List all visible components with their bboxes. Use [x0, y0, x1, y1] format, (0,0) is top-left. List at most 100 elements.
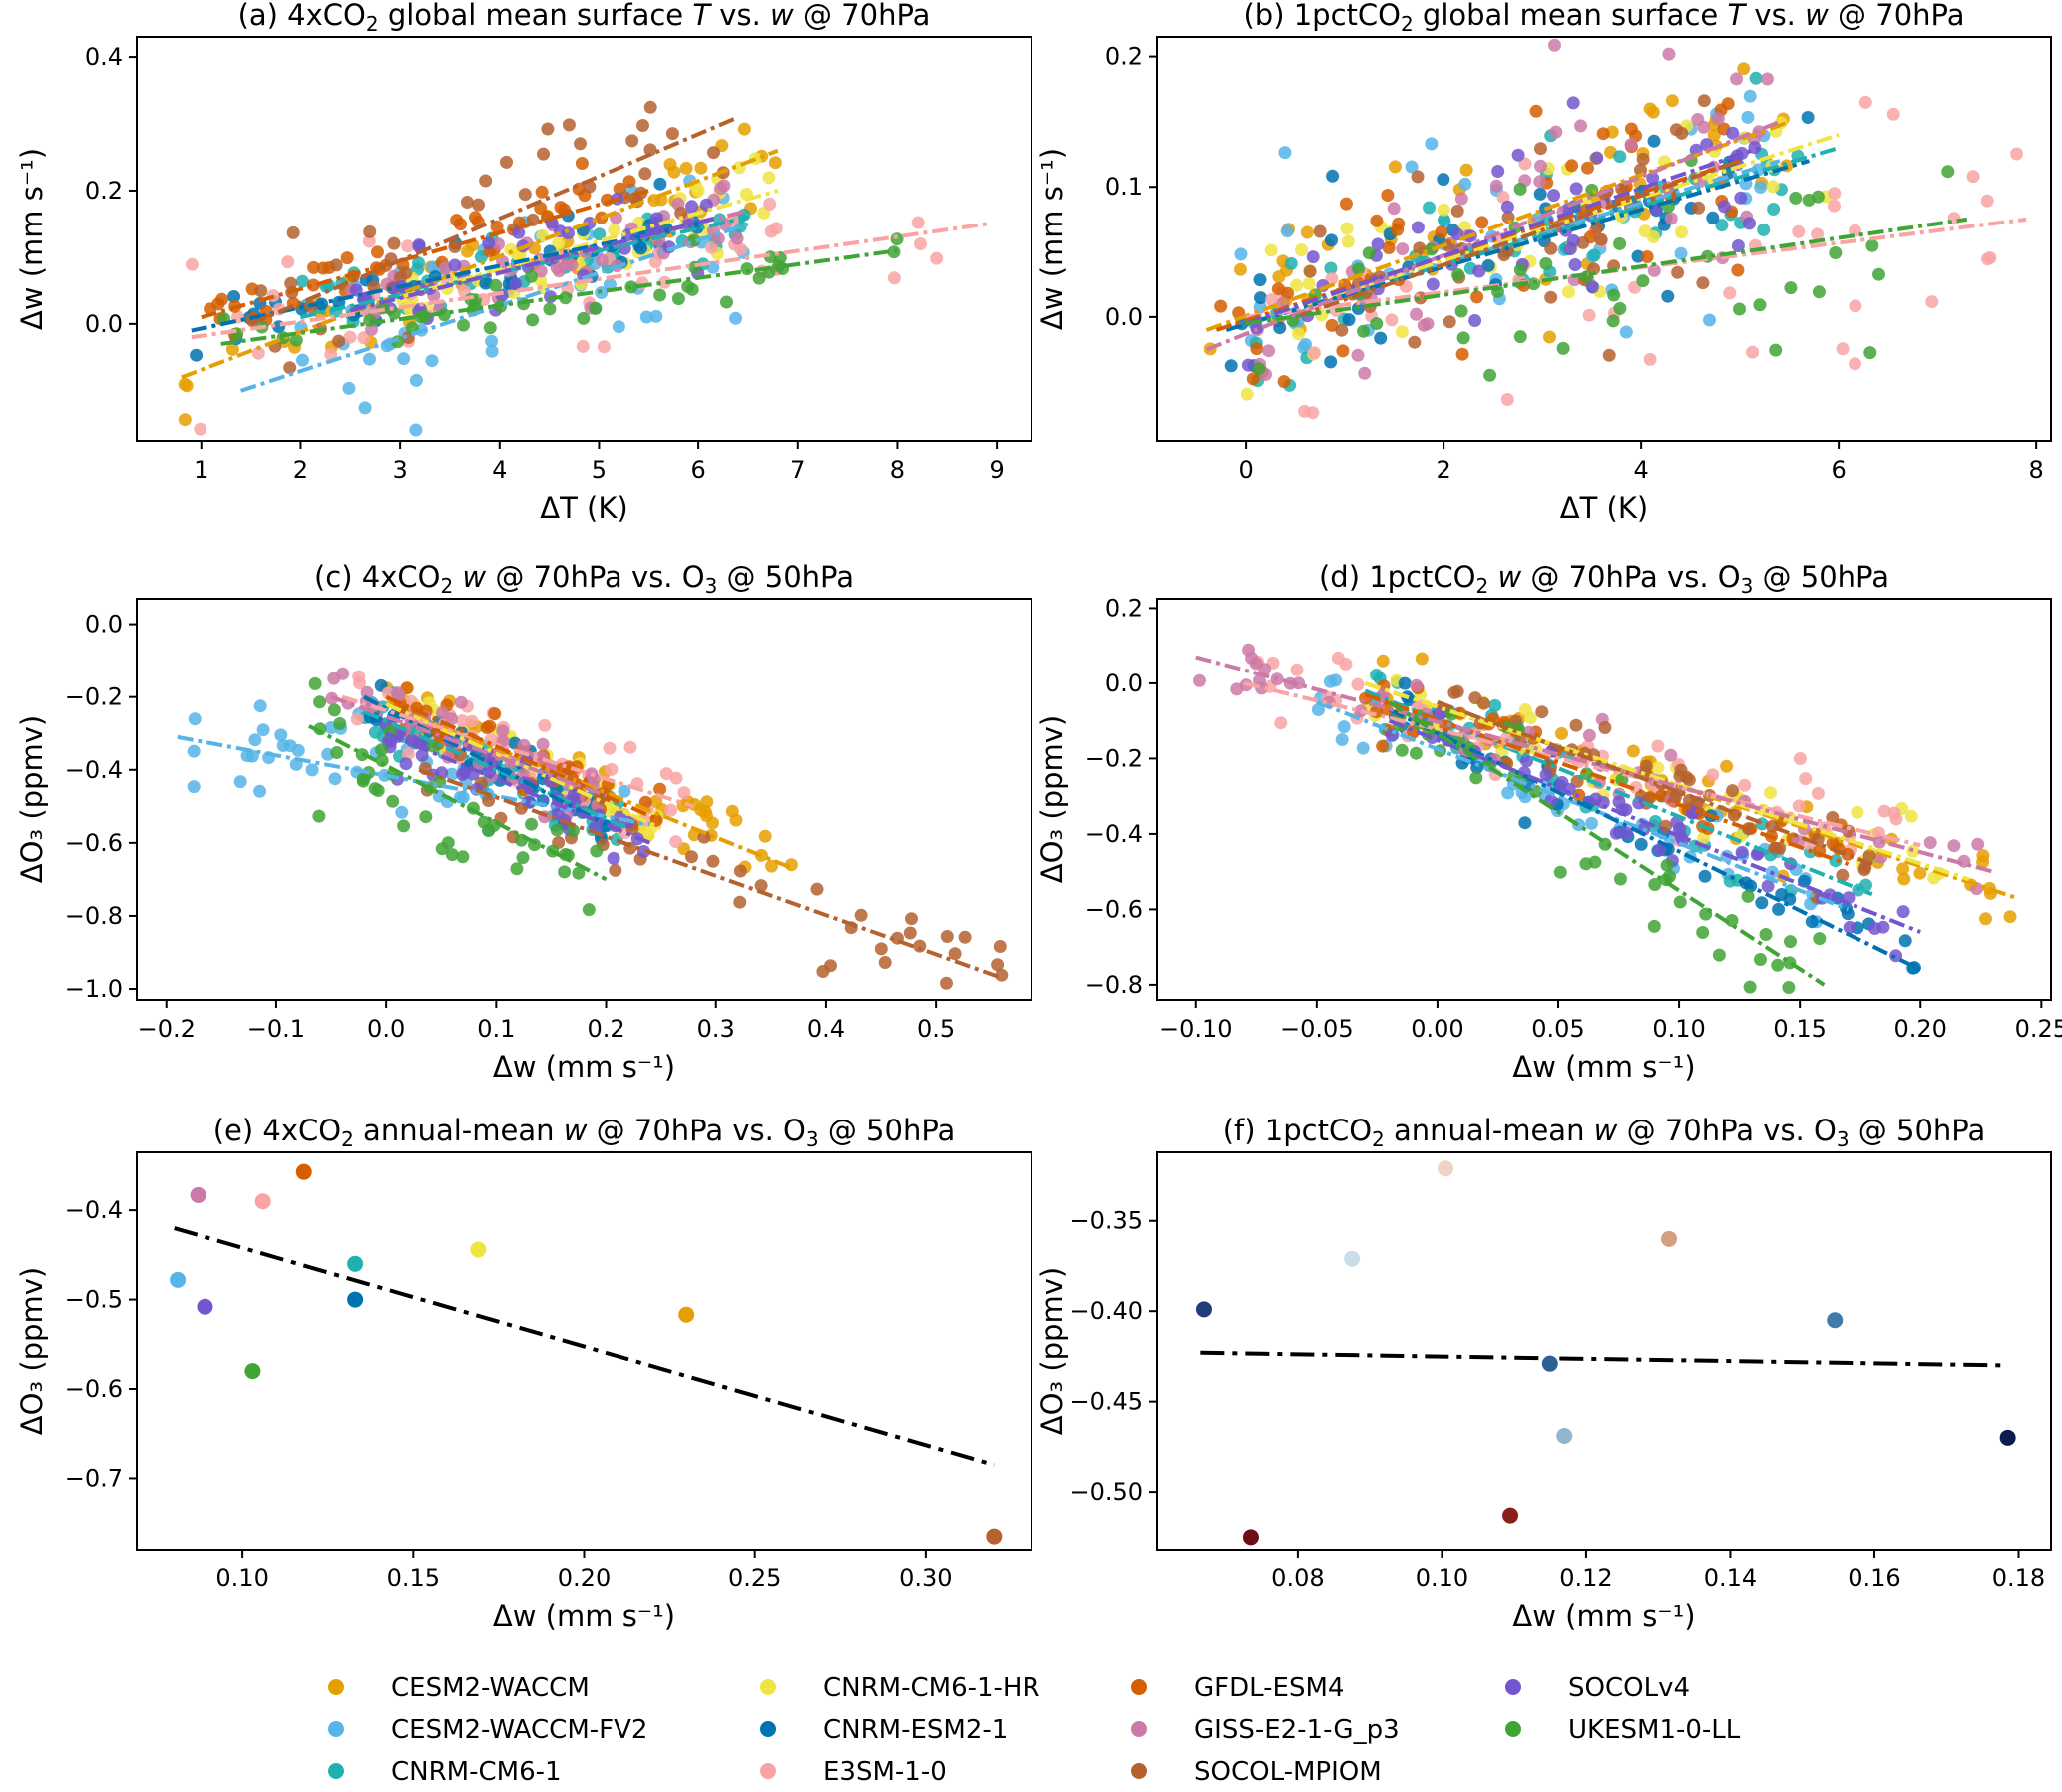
data-point: [1896, 905, 1910, 919]
legend-marker: [328, 1763, 344, 1779]
data-point: [187, 744, 201, 758]
data-point: [1544, 290, 1558, 304]
data-point: [1214, 299, 1228, 313]
data-point: [1574, 119, 1588, 133]
data-point: [1277, 375, 1291, 389]
data-point: [667, 165, 681, 179]
data-point: [375, 754, 389, 767]
data-point: [625, 134, 639, 148]
data-point: [1598, 721, 1612, 734]
data-point: [1887, 806, 1901, 820]
data-point: [1281, 286, 1294, 300]
data-point: [1344, 1250, 1361, 1267]
data-point: [412, 238, 426, 252]
data-point: [1455, 347, 1469, 361]
x-tick-label: 0.10: [1416, 1565, 1468, 1592]
data-point: [1665, 94, 1679, 108]
data-point: [2010, 147, 2024, 161]
data-point: [758, 829, 772, 843]
data-point: [233, 775, 247, 789]
data-point: [1613, 236, 1627, 250]
data-point: [561, 848, 575, 862]
x-tick-label: 3: [392, 456, 407, 484]
fit-line: [363, 709, 629, 831]
fit-line: [1388, 700, 1826, 987]
x-tick-label: 0.08: [1271, 1565, 1324, 1592]
data-point: [1636, 274, 1650, 288]
data-point: [350, 712, 364, 726]
data-point: [589, 301, 603, 315]
legend-marker: [1131, 1679, 1147, 1695]
x-axis-label: Δw (mm s⁻¹): [1512, 1050, 1695, 1084]
fit-line: [201, 189, 649, 320]
data-point: [454, 695, 468, 709]
data-point: [1518, 816, 1532, 830]
data-point: [607, 851, 620, 865]
data-point: [1782, 981, 1796, 994]
data-point: [415, 748, 429, 762]
data-point: [1761, 879, 1775, 893]
data-point: [1483, 368, 1497, 382]
data-point: [448, 258, 462, 272]
data-point: [387, 236, 401, 250]
y-tick-label: 0.0: [85, 611, 123, 639]
data-point: [534, 264, 548, 278]
data-point: [347, 1255, 364, 1272]
data-point: [1241, 358, 1255, 372]
data-point: [948, 947, 962, 961]
data-point: [1743, 980, 1757, 994]
legend-label: CNRM-ESM2-1: [823, 1715, 1008, 1745]
data-point: [194, 422, 207, 436]
x-tick-label: 0.00: [1411, 1015, 1463, 1043]
data-point: [363, 224, 377, 238]
data-point: [1325, 272, 1339, 285]
data-point: [1335, 733, 1349, 746]
data-point: [397, 352, 411, 366]
data-point: [211, 297, 225, 311]
y-tick-label: −1.0: [65, 975, 123, 1003]
data-point: [593, 227, 607, 241]
data-point: [1415, 652, 1429, 666]
data-point: [435, 842, 449, 856]
x-axis-label: Δw (mm s⁻¹): [493, 1599, 675, 1633]
data-point: [608, 224, 621, 237]
data-point: [295, 1163, 312, 1180]
data-point: [1636, 152, 1650, 166]
plot-area: [1203, 38, 2027, 420]
data-point: [1609, 826, 1623, 840]
data-point: [1547, 189, 1561, 203]
data-point: [1370, 214, 1384, 227]
data-point: [1829, 854, 1843, 868]
data-point: [1863, 346, 1877, 360]
data-point: [1614, 872, 1627, 886]
data-point: [347, 1291, 364, 1308]
data-point: [1784, 935, 1797, 949]
data-point: [1323, 674, 1337, 688]
legend-item: CESM2-WACCM: [328, 1673, 590, 1703]
data-point: [1723, 286, 1737, 300]
data-point: [1877, 804, 1891, 818]
data-point: [324, 348, 338, 361]
data-point: [562, 226, 575, 240]
fit-line: [1388, 718, 1921, 934]
data-point: [1569, 182, 1583, 196]
x-tick-label: 0.10: [215, 1565, 268, 1592]
data-point: [1886, 107, 1900, 121]
y-tick-label: 0.1: [1105, 173, 1143, 201]
legend-item: CESM2-WACCM-FV2: [328, 1715, 647, 1745]
data-point: [1789, 191, 1803, 205]
y-tick-label: −0.40: [1069, 1297, 1143, 1325]
data-point: [1533, 175, 1547, 189]
data-point: [1511, 148, 1525, 162]
data-point: [1502, 1507, 1519, 1524]
data-point: [1606, 314, 1620, 328]
data-point: [1691, 113, 1705, 126]
x-tick-label: 0.12: [1559, 1565, 1612, 1592]
data-point: [1325, 233, 1338, 247]
data-point: [1897, 872, 1911, 886]
data-point: [1741, 110, 1755, 124]
y-tick-label: −0.2: [65, 683, 123, 711]
legend-marker: [1131, 1721, 1147, 1737]
y-tick-label: −0.5: [65, 1286, 123, 1314]
data-point: [227, 290, 241, 303]
